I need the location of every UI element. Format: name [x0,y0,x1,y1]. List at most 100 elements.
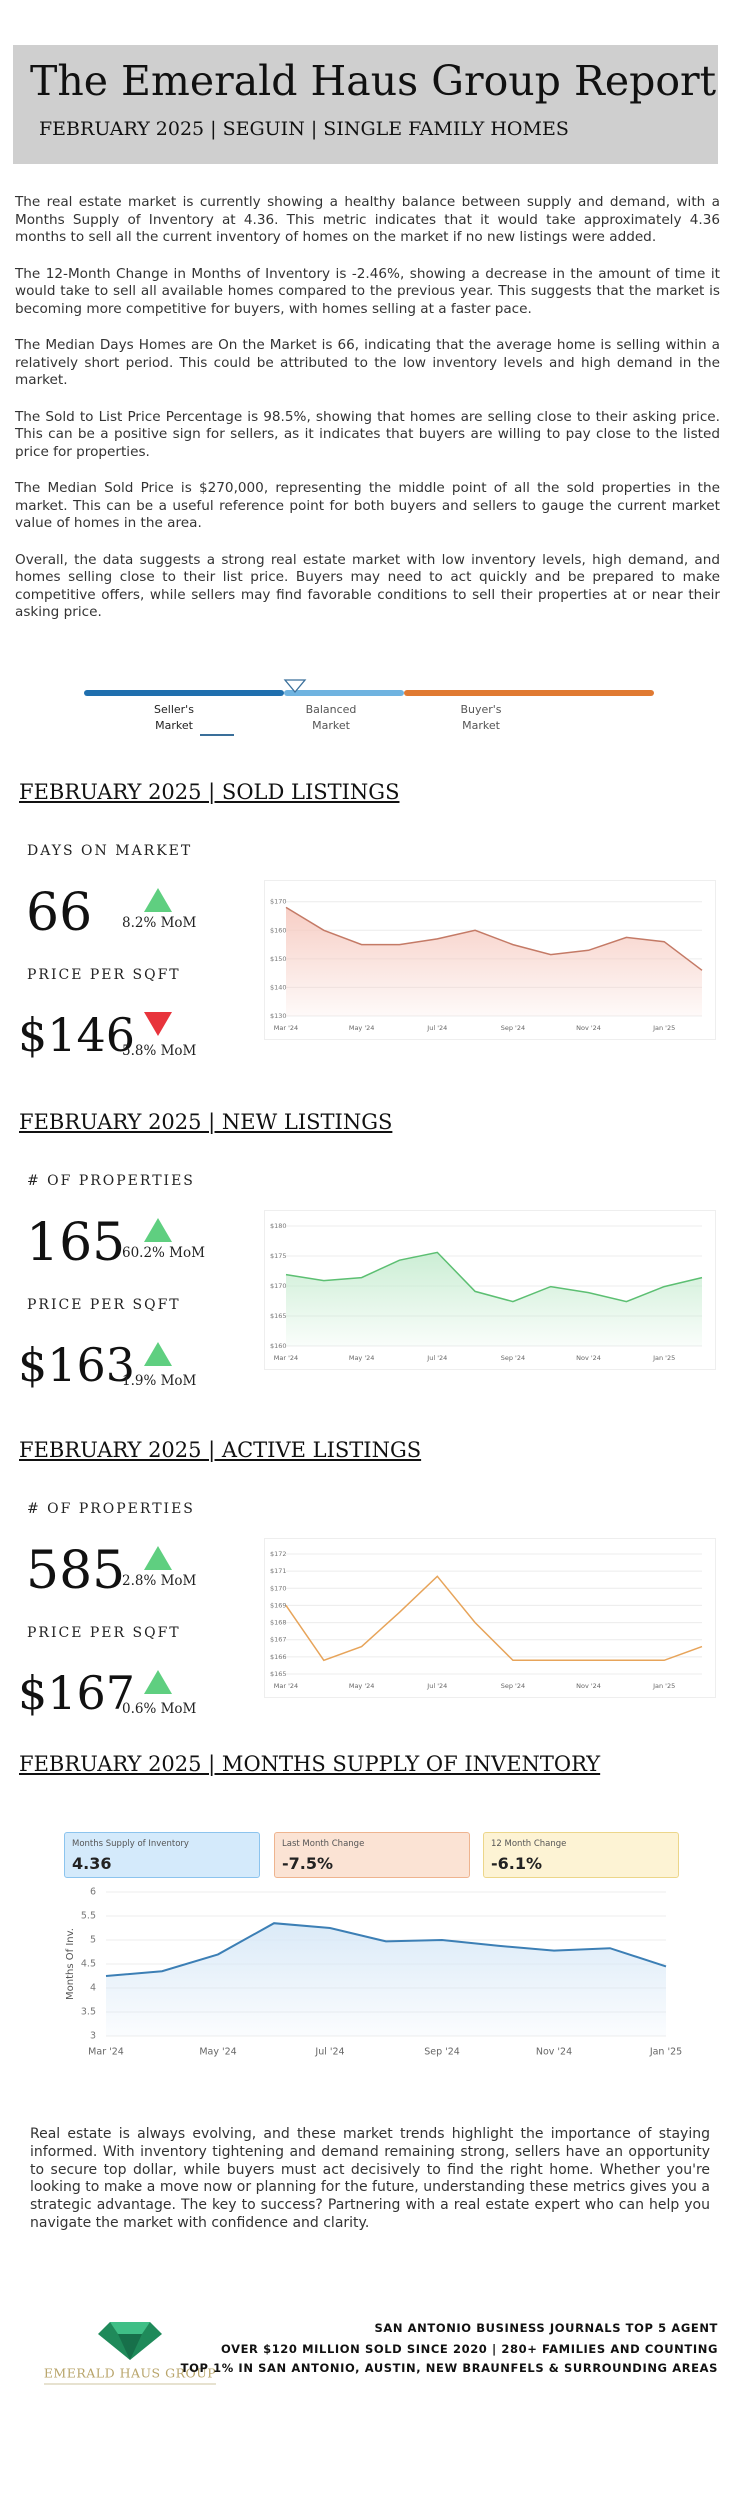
meter-segment [84,690,284,696]
card-label: Months Supply of Inventory [72,1839,189,1849]
x-tick-label: Jan '25 [652,1024,675,1032]
metric-change: 5.8% MoM [122,1043,197,1059]
x-tick-label: Mar '24 [274,1682,298,1690]
report-subtitle: FEBRUARY 2025 | SEGUIN | SINGLE FAMILY H… [39,118,569,140]
x-tick-label: Mar '24 [88,2047,124,2058]
y-tick-label: $167 [270,1636,287,1644]
x-tick-label: Sep '24 [501,1024,525,1032]
paragraph: Overall, the data suggests a strong real… [15,551,720,621]
y-tick-label: $166 [270,1653,287,1661]
card-value: -6.1% [491,1854,543,1873]
arrow-shape [144,1342,172,1366]
y-tick-label: $165 [270,1312,287,1320]
x-tick-label: Jul '24 [426,1682,447,1690]
paragraph: The Median Days Homes are On the Market … [15,337,720,388]
paragraph: The Median Sold Price is $270,000, repre… [15,480,720,531]
y-tick-label: $170 [270,1282,287,1290]
line [285,1251,703,1303]
y-tick-label: 4 [90,1983,96,1994]
report-title: The Emerald Haus Group Report [30,57,717,105]
y-tick-label: $172 [270,1550,287,1558]
line-chart: $165 $166 $167 $168 $169 $170 $171 $172 Mar '24 M… [264,1538,716,1698]
y-tick-label: 5.5 [81,1911,96,1922]
y-tick-label: $180 [270,1222,287,1230]
line [285,906,703,971]
header: The Emerald Haus Group Report FEBRUARY 2… [13,45,718,164]
x-tick-label: May '24 [199,2047,236,2058]
meter-segment [284,690,404,696]
trend-arrow [144,1218,172,1242]
paragraph: The 12-Month Change in Months of Invento… [15,265,720,317]
trend-arrow [144,1670,172,1694]
y-tick-label: $170 [270,898,287,906]
area [286,907,702,1016]
metric-change: 2.8% MoM [122,1573,197,1589]
meter-label: Seller's Market [154,703,194,732]
area [286,1252,702,1346]
metric-label: DAYS ON MARKET [27,843,193,859]
line-chart: 3 3.5 4 4.5 5 5.5 6 Mar '24 May '24 Jul '24 Sep '2… [65,1887,682,2058]
summary-card: Months Supply of Inventory 4.36 [64,1832,260,1878]
section-heading: FEBRUARY 2025 | SOLD LISTINGS [19,780,400,804]
x-tick-label: Jan '25 [652,1354,675,1362]
y-tick-label: $170 [270,1584,287,1592]
x-tick-label: Jul '24 [426,1024,447,1032]
card-value: 4.36 [72,1854,112,1873]
x-tick-label: Jul '24 [314,2047,344,2058]
footer: EMERALD HAUS GROUP SAN ANTONIO BUSINESS … [0,2300,740,2400]
metric-label: PRICE PER SQFT [27,967,181,983]
x-tick-label: May '24 [349,1354,375,1362]
metric-value: 165 [26,1213,126,1273]
metric-value: $167 [18,1666,136,1720]
line [105,1922,667,1977]
meter-label: Balanced Market [305,703,357,732]
y-tick-label: $130 [270,1012,287,1020]
y-tick-label: $168 [270,1619,287,1627]
arrow-shape [144,1670,172,1694]
meter-bar [84,679,654,696]
metric-value: 66 [26,883,93,943]
chart-frame [264,1538,716,1698]
logo-gem-center [118,2334,142,2360]
meter-label: Buyer's Market [460,703,502,732]
x-tick-label: Jul '24 [426,1354,447,1362]
summary-card: 12 Month Change -6.1% [483,1832,679,1878]
metric-value: 585 [26,1541,126,1601]
meter-segment [404,690,654,696]
x-tick-label: Nov '24 [536,2047,572,2058]
y-tick-label: 6 [90,1887,96,1898]
area [106,1923,666,2036]
summary-card: Last Month Change -7.5% [274,1832,470,1878]
x-tick-label: Nov '24 [576,1682,601,1690]
trend-arrow [144,888,172,912]
x-tick-label: May '24 [349,1024,375,1032]
meter-pointer [283,679,307,694]
x-tick-label: Nov '24 [576,1354,601,1362]
arrow-shape [144,1546,172,1570]
metric-value: $163 [18,1338,136,1392]
y-tick-label: $160 [270,926,287,934]
y-tick-label: $160 [270,1342,287,1350]
y-tick-label: $175 [270,1252,287,1260]
section-heading: FEBRUARY 2025 | NEW LISTINGS [19,1110,393,1134]
paragraphs: The real estate market is currently show… [15,194,720,641]
metric-label: # OF PROPERTIES [27,1173,195,1189]
y-tick-label: $140 [270,983,287,991]
metric-label: PRICE PER SQFT [27,1625,181,1641]
x-tick-label: Mar '24 [274,1024,298,1032]
footer-line: TOP 1% IN SAN ANTONIO, AUSTIN, NEW BRAUN… [180,2361,718,2375]
metric-value: $146 [18,1008,136,1062]
card-label: Last Month Change [282,1839,365,1849]
x-tick-label: Sep '24 [424,2047,460,2058]
meter-underline [200,734,234,736]
arrow-shape [144,1218,172,1242]
card-value: -7.5% [282,1854,334,1873]
section-heading: FEBRUARY 2025 | MONTHS SUPPLY OF INVENTO… [19,1752,601,1776]
x-tick-label: Mar '24 [274,1354,298,1362]
y-tick-label: $165 [270,1670,287,1678]
card-label: 12 Month Change [491,1839,567,1849]
closing-paragraph: Real estate is always evolving, and thes… [30,2126,710,2231]
trend-arrow [144,1342,172,1366]
logo: EMERALD HAUS GROUP [44,2322,216,2385]
